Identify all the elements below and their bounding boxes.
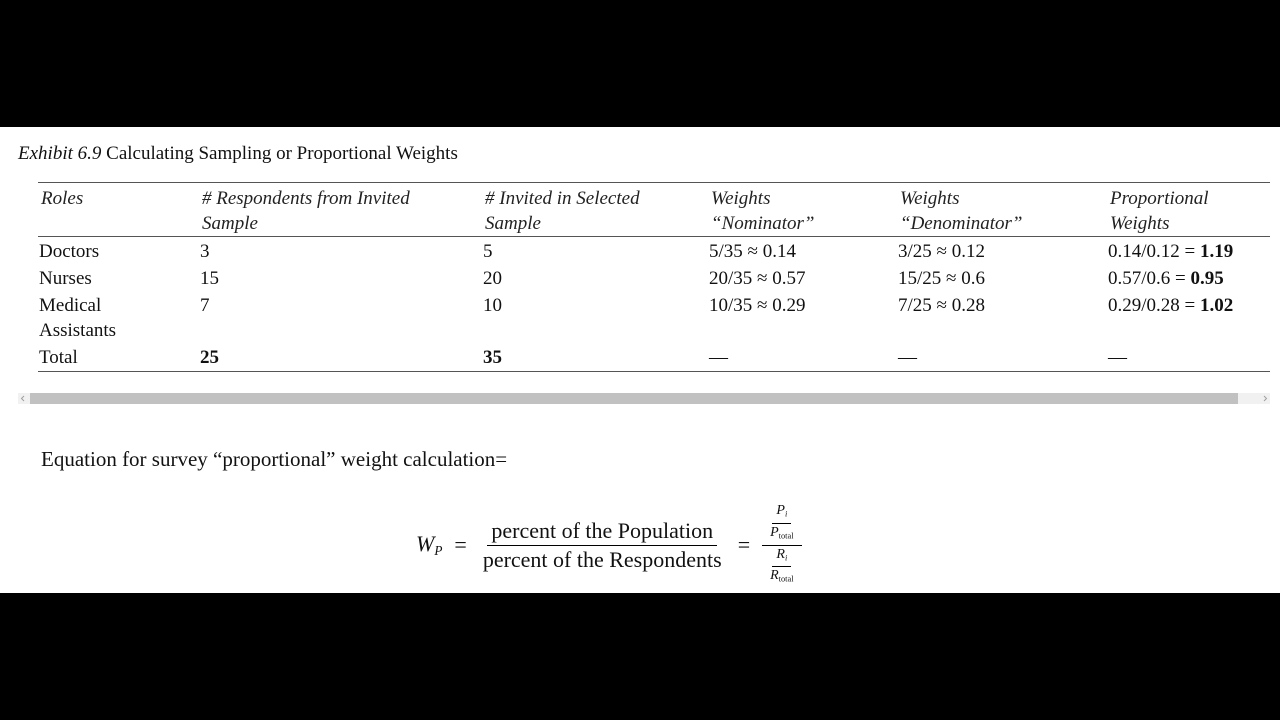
- cell: 15: [200, 268, 219, 289]
- fraction: percent of the Population percent of the…: [479, 518, 726, 573]
- header-cell: # Respondents from Invited Sample: [202, 188, 410, 234]
- cell: 0.14/0.12 = 1.19: [1108, 239, 1258, 264]
- cell: 20/35 ≈ 0.57: [709, 268, 806, 289]
- r-total-sub: total: [778, 574, 794, 584]
- header-cell: Weights “Nominator”: [711, 188, 815, 234]
- cell: 10: [483, 295, 502, 316]
- table-top-rule: [38, 182, 1270, 183]
- cell: —: [898, 347, 917, 368]
- cell: 0.29/0.28 = 1.02: [1108, 293, 1258, 318]
- caption: Exhibit 6.9 Calculating Sampling or Prop…: [18, 143, 458, 165]
- header-cell: Proportional Weights: [1110, 188, 1209, 234]
- header-cell: Weights “Denominator”: [900, 188, 1023, 234]
- equals: =: [454, 532, 467, 557]
- denominator: percent of the Respondents: [482, 546, 722, 572]
- row-label: Medical Assistants: [39, 295, 117, 341]
- cell: 35: [483, 347, 502, 368]
- equation: WP = percent of the Population percent o…: [416, 503, 802, 587]
- numerator: percent of the Population: [487, 518, 718, 546]
- cell: 25: [200, 347, 219, 368]
- equation-lhs-sub: P: [434, 542, 443, 558]
- scrollbar[interactable]: [18, 393, 1270, 404]
- r-total-symbol: R: [770, 568, 779, 584]
- expression: 0.14/0.12 =: [1108, 241, 1196, 262]
- table-bottom-rule: [38, 371, 1270, 372]
- r-symbol: R: [776, 546, 785, 562]
- row-label: Nurses: [39, 268, 92, 289]
- result: 1.19: [1200, 241, 1234, 262]
- cell: 5: [483, 241, 493, 262]
- scrollbar-thumb[interactable]: [30, 393, 1238, 404]
- equation-lhs: W: [416, 531, 435, 557]
- table: Roles # Respondents from Invited Sample # …: [0, 127, 1280, 387]
- population-fraction: Pi Ptotal: [762, 503, 802, 546]
- expression: 0.29/0.28 =: [1108, 295, 1196, 316]
- header-cell: # Invited in Selected Sample: [485, 188, 640, 234]
- cell: —: [1108, 347, 1127, 368]
- cell: 7/25 ≈ 0.28: [898, 295, 985, 316]
- cell: 0.57/0.6 = 0.95: [1108, 266, 1258, 291]
- document: Exhibit 6.9 Calculating Sampling or Prop…: [0, 127, 1280, 593]
- result: 1.02: [1200, 295, 1234, 316]
- cell: 10/35 ≈ 0.29: [709, 295, 806, 316]
- cell: 20: [483, 268, 502, 289]
- p-total-symbol: P: [770, 524, 779, 540]
- caption-label: Exhibit 6.9: [18, 143, 102, 164]
- caption-text: Calculating Sampling or Proportional Wei…: [106, 143, 458, 164]
- cell: 3: [200, 241, 210, 262]
- header-rule: [38, 236, 1270, 237]
- row-label: Doctors: [39, 241, 100, 262]
- cell: 7: [200, 295, 210, 316]
- header-cell: Roles: [41, 188, 84, 209]
- cell: 3/25 ≈ 0.12: [898, 241, 985, 262]
- equation-intro: Equation for survey “proportional” weigh…: [41, 447, 508, 471]
- expression: 0.57/0.6 =: [1108, 268, 1186, 289]
- p-total-sub: total: [778, 531, 794, 541]
- respondent-fraction: Ri Rtotal: [762, 546, 801, 587]
- p-symbol: P: [776, 503, 785, 519]
- scroll-left-arrow[interactable]: [20, 395, 26, 402]
- cell: —: [709, 347, 728, 368]
- r-sub: i: [784, 553, 788, 563]
- cell: 5/35 ≈ 0.14: [709, 241, 796, 262]
- compound-fraction: Pi Ptotal Ri Rtotal: [762, 503, 802, 587]
- scroll-right-arrow[interactable]: [1262, 395, 1268, 402]
- result: 0.95: [1190, 268, 1224, 289]
- equals: =: [737, 532, 751, 557]
- cell: 15/25 ≈ 0.6: [898, 268, 985, 289]
- p-sub: i: [784, 509, 788, 519]
- row-label: Total: [39, 347, 78, 368]
